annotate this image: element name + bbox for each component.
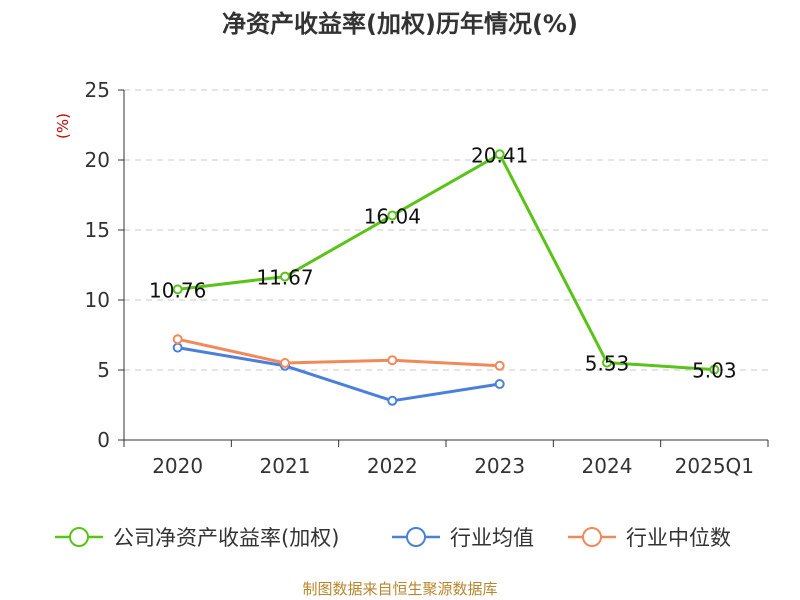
data-label: 5.53 — [585, 352, 630, 376]
legend-circle-icon — [69, 527, 89, 547]
legend-label: 行业均值 — [450, 526, 534, 550]
source-note: 制图数据来自恒生聚源数据库 — [302, 580, 497, 598]
data-label: 5.03 — [692, 359, 737, 383]
legend-label: 行业中位数 — [626, 526, 731, 550]
x-tick-label: 2022 — [367, 454, 418, 478]
data-label: 11.67 — [256, 266, 313, 290]
series-line — [176, 346, 502, 403]
legend-circle-icon — [406, 527, 426, 547]
grid — [124, 89, 768, 371]
data-point — [172, 334, 183, 345]
data-point — [387, 210, 398, 221]
series — [172, 149, 720, 406]
data-point — [494, 360, 505, 371]
y-tick-label: 5 — [97, 358, 110, 382]
data-label: 16.04 — [364, 204, 421, 228]
x-tick-label: 2021 — [260, 454, 311, 478]
legend[interactable]: 公司净资产收益率(加权) 行业均值 行业中位数 — [55, 526, 731, 550]
legend-label: 公司净资产收益率(加权) — [113, 526, 339, 550]
chart-title: 净资产收益率(加权)历年情况(%) — [222, 10, 578, 38]
y-tick-label: 15 — [85, 218, 110, 242]
data-point — [494, 379, 505, 389]
data-point — [709, 364, 720, 375]
data-point — [387, 395, 398, 406]
series-2 — [172, 342, 505, 406]
data-point — [602, 357, 612, 368]
legend-item-2[interactable]: 行业均值 — [392, 526, 534, 550]
x-tick-label: 2023 — [474, 454, 525, 478]
data-label: 10.76 — [149, 278, 206, 302]
series-line — [176, 152, 716, 372]
data-point — [172, 342, 183, 353]
data-point — [387, 355, 398, 366]
data-point — [280, 271, 290, 282]
data-labels: 10.76 11.67 16.04 20.41 5.53 5.03 — [149, 143, 737, 382]
data-point — [172, 284, 183, 295]
y-tick-label: 0 — [97, 428, 110, 452]
y-tick-label: 10 — [85, 288, 110, 312]
legend-item-3[interactable]: 行业中位数 — [568, 526, 731, 550]
x-tick-label: 2024 — [582, 454, 633, 478]
y-axis-unit-label: (%) — [54, 113, 72, 139]
series-1 — [172, 149, 720, 375]
data-label: 20.41 — [471, 143, 528, 167]
x-tick-label: 2020 — [152, 454, 203, 478]
x-tick-label: 2025Q1 — [675, 454, 754, 478]
y-tick-label: 20 — [85, 148, 110, 172]
legend-circle-icon — [582, 527, 602, 547]
legend-item-1[interactable]: 公司净资产收益率(加权) — [55, 526, 339, 550]
axes: 0 5 10 15 20 25 2020 2021 2022 2023 2024 2025Q1 — [85, 78, 769, 478]
y-tick-label: 25 — [85, 78, 110, 102]
data-point — [280, 358, 290, 368]
series-3 — [172, 334, 505, 371]
series-line — [176, 337, 502, 368]
data-point — [494, 149, 505, 160]
